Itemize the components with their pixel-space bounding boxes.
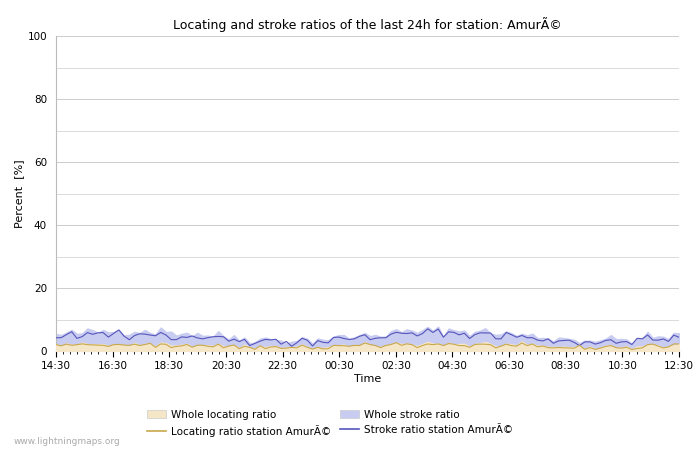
Title: Locating and stroke ratios of the last 24h for station: AmurÃ©: Locating and stroke ratios of the last 2… <box>173 17 562 32</box>
Legend: Whole locating ratio, Locating ratio station AmurÃ©, Whole stroke ratio, Stroke : Whole locating ratio, Locating ratio sta… <box>147 410 513 437</box>
Y-axis label: Percent  [%]: Percent [%] <box>15 159 24 228</box>
Text: www.lightningmaps.org: www.lightningmaps.org <box>14 436 120 446</box>
X-axis label: Time: Time <box>354 374 381 384</box>
